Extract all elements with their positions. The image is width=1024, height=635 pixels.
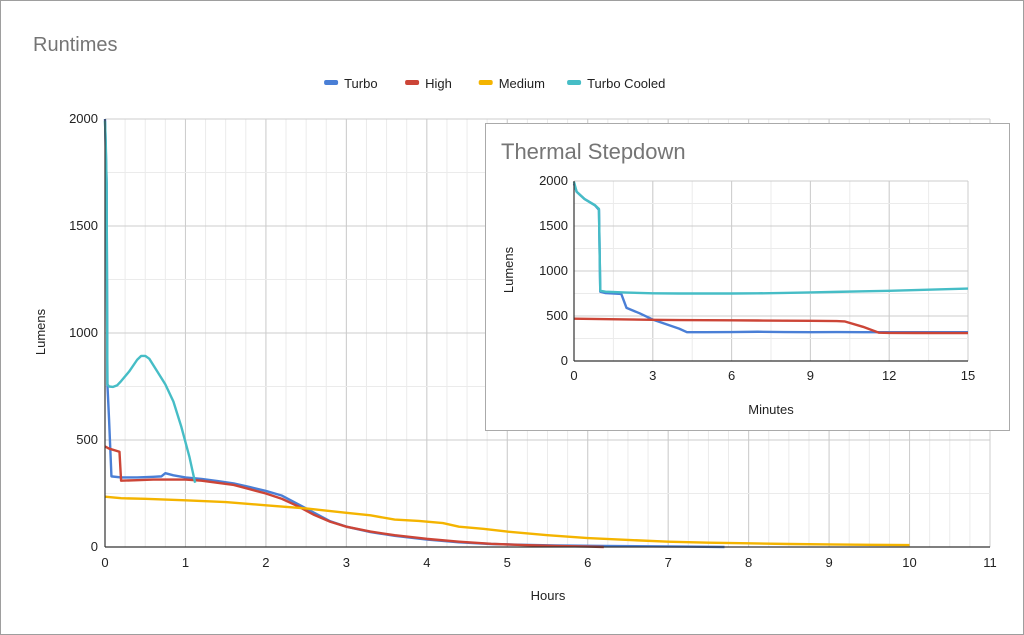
inset-series-lines bbox=[572, 181, 969, 335]
y-tick-label: 2000 bbox=[69, 111, 98, 126]
inset-series-line-turbo-cooled bbox=[572, 181, 969, 295]
inset-y-tick-label: 2000 bbox=[539, 173, 568, 188]
thermal-stepdown-chart: Thermal Stepdown 0 3 6 9 12 15 0 500 1000 1500 200… bbox=[501, 139, 975, 417]
inset-x-tick-label: 3 bbox=[649, 368, 656, 383]
inset-x-tick-label: 15 bbox=[961, 368, 975, 383]
y-tick-label: 500 bbox=[76, 432, 98, 447]
y-axis-label: Lumens bbox=[33, 308, 48, 355]
series-line-high bbox=[104, 445, 604, 549]
inset-series-line-high bbox=[573, 317, 968, 335]
x-axis-label: Hours bbox=[531, 588, 566, 603]
legend-label-turbo: Turbo bbox=[344, 76, 377, 91]
inset-x-tick-label: 0 bbox=[570, 368, 577, 383]
inset-axes: 0 3 6 9 12 15 0 500 1000 1500 2000 bbox=[539, 173, 975, 383]
series-line-medium bbox=[104, 495, 910, 547]
legend-item-turbo-cooled: Turbo Cooled bbox=[567, 76, 665, 91]
legend-label-turbo-cooled: Turbo Cooled bbox=[587, 76, 665, 91]
x-tick-label: 0 bbox=[101, 555, 108, 570]
legend-swatch-turbo-cooled bbox=[567, 80, 582, 85]
x-tick-label: 11 bbox=[983, 555, 997, 570]
inset-panel: Thermal Stepdown 0 3 6 9 12 15 0 500 1000 1500 200… bbox=[485, 123, 1010, 431]
inset-x-tick-label: 12 bbox=[882, 368, 896, 383]
x-tick-label: 3 bbox=[343, 555, 350, 570]
inset-x-axis-label: Minutes bbox=[748, 402, 794, 417]
x-tick-label: 1 bbox=[182, 555, 189, 570]
y-tick-label: 1000 bbox=[69, 325, 98, 340]
inset-y-axis-label: Lumens bbox=[501, 246, 516, 293]
inset-x-tick-label: 9 bbox=[807, 368, 814, 383]
y-tick-label: 1500 bbox=[69, 218, 98, 233]
legend: Turbo High Medium Turbo Cooled bbox=[324, 76, 665, 91]
chart-title: Runtimes bbox=[33, 34, 117, 56]
x-tick-label: 8 bbox=[745, 555, 752, 570]
legend-label-high: High bbox=[425, 76, 452, 91]
x-tick-label: 10 bbox=[902, 555, 916, 570]
legend-swatch-high bbox=[405, 80, 420, 85]
inset-y-tick-label: 1000 bbox=[539, 263, 568, 278]
legend-item-high: High bbox=[405, 76, 452, 91]
inset-y-tick-label: 500 bbox=[546, 308, 568, 323]
x-tick-label: 9 bbox=[825, 555, 832, 570]
legend-item-turbo: Turbo bbox=[324, 76, 378, 91]
legend-swatch-turbo bbox=[324, 80, 339, 85]
series-line-turbo-cooled bbox=[103, 121, 197, 484]
x-tick-label: 4 bbox=[423, 555, 430, 570]
x-tick-label: 6 bbox=[584, 555, 591, 570]
inset-title: Thermal Stepdown bbox=[501, 139, 686, 164]
legend-label-medium: Medium bbox=[499, 76, 545, 91]
inset-x-tick-label: 6 bbox=[728, 368, 735, 383]
legend-item-medium: Medium bbox=[478, 76, 545, 91]
inset-y-tick-label: 1500 bbox=[539, 218, 568, 233]
series-lines bbox=[103, 118, 910, 549]
inset-y-tick-label: 0 bbox=[561, 353, 568, 368]
x-tick-label: 7 bbox=[665, 555, 672, 570]
x-tick-label: 2 bbox=[262, 555, 269, 570]
x-tick-label: 5 bbox=[504, 555, 511, 570]
y-tick-label: 0 bbox=[91, 539, 98, 554]
legend-swatch-medium bbox=[478, 80, 493, 85]
